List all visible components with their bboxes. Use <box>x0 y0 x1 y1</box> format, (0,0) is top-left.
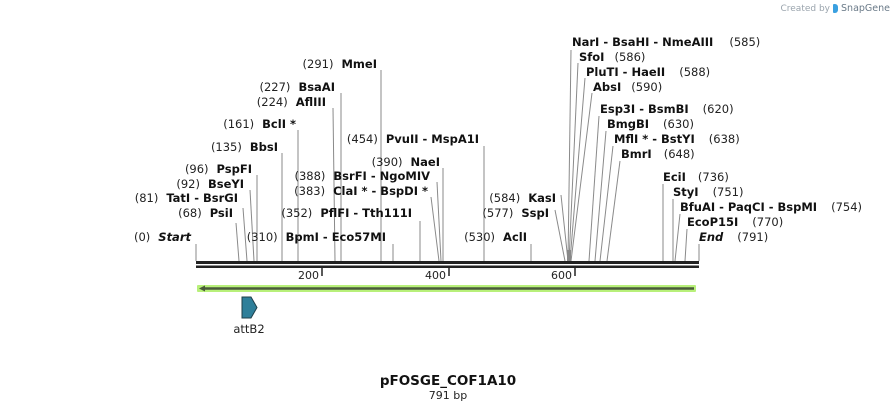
site-label: StyI (751) <box>673 185 744 199</box>
site-label: (390) NaeI <box>372 155 440 169</box>
snapgene-credit: Created by SnapGene <box>780 3 890 14</box>
site-label: (68) PsiI <box>178 206 233 220</box>
credit-brand: SnapGene <box>841 3 890 14</box>
site-label: (96) PspFI <box>185 162 252 176</box>
site-label-start: (0) Start <box>134 230 192 244</box>
site-label: EcoP15I (770) <box>687 215 783 229</box>
site-label: (388) BsrFI - NgoMIV <box>294 169 430 183</box>
site-label: (92) BseYI <box>176 177 244 191</box>
site-label: (584) KasI <box>489 191 556 205</box>
tick-label: 400 <box>425 269 446 282</box>
site-label-end: End (791) <box>699 230 768 244</box>
site-label: Esp3I - BsmBI (620) <box>600 102 734 116</box>
site-label: (352) PflFI - Tth111I <box>281 206 412 220</box>
site-label: PluTI - HaeII (588) <box>586 65 710 79</box>
credit-prefix: Created by <box>780 3 831 14</box>
site-label: (81) TatI - BsrGI <box>135 191 238 205</box>
site-label: BmrI (648) <box>621 147 695 161</box>
feature-arrow-icon <box>241 296 258 319</box>
site-label: (454) PvuII - MspA1I <box>347 132 479 146</box>
site-label: (291) MmeI <box>303 57 377 71</box>
site-leader-lines <box>195 49 700 262</box>
site-label: (224) AflIII <box>257 95 326 109</box>
scale-ruler: 200 400 600 <box>298 268 576 282</box>
site-labels: (0) Start (68) PsiI (81) TatI - BsrGI (92) B… <box>134 57 556 244</box>
plasmid-length: 791 bp <box>429 389 467 402</box>
site-label: BmgBI (630) <box>607 117 694 131</box>
site-label: (135) BbsI <box>211 140 278 154</box>
feature-label: attB2 <box>233 322 264 336</box>
tick-label: 600 <box>551 269 572 282</box>
site-label: (577) SspI <box>482 206 549 220</box>
site-label: MflI * - BstYI (638) <box>614 132 740 146</box>
site-label: (161) BclI * <box>223 117 296 131</box>
site-label: (530) AclI <box>464 230 527 244</box>
site-label: BfuAI - PaqCI - BspMI (754) <box>680 200 862 214</box>
site-label: SfoI (586) <box>579 50 645 64</box>
cluster-marker <box>567 250 571 262</box>
site-label: EciI (736) <box>663 170 729 184</box>
orf-arrow[interactable] <box>197 285 696 292</box>
site-label: AbsI (590) <box>593 80 662 94</box>
site-label: (383) ClaI * - BspDI * <box>294 184 428 198</box>
sequence-backbone <box>196 261 699 268</box>
arrow-left-icon <box>199 285 205 292</box>
tick-label: 200 <box>298 269 319 282</box>
feature-attB2[interactable]: attB2 <box>233 296 265 336</box>
site-labels-right: NarI - BsaHI - NmeAIII (585) SfoI (586) Pl… <box>572 35 862 244</box>
site-label: (227) BsaAI <box>260 80 336 94</box>
site-label: (310) BpmI - Eco57MI <box>247 230 386 244</box>
site-label: NarI - BsaHI - NmeAIII (585) <box>572 35 760 49</box>
snapgene-logo-icon <box>833 4 839 13</box>
plasmid-name: pFOSGE_COF1A10 <box>380 373 516 389</box>
